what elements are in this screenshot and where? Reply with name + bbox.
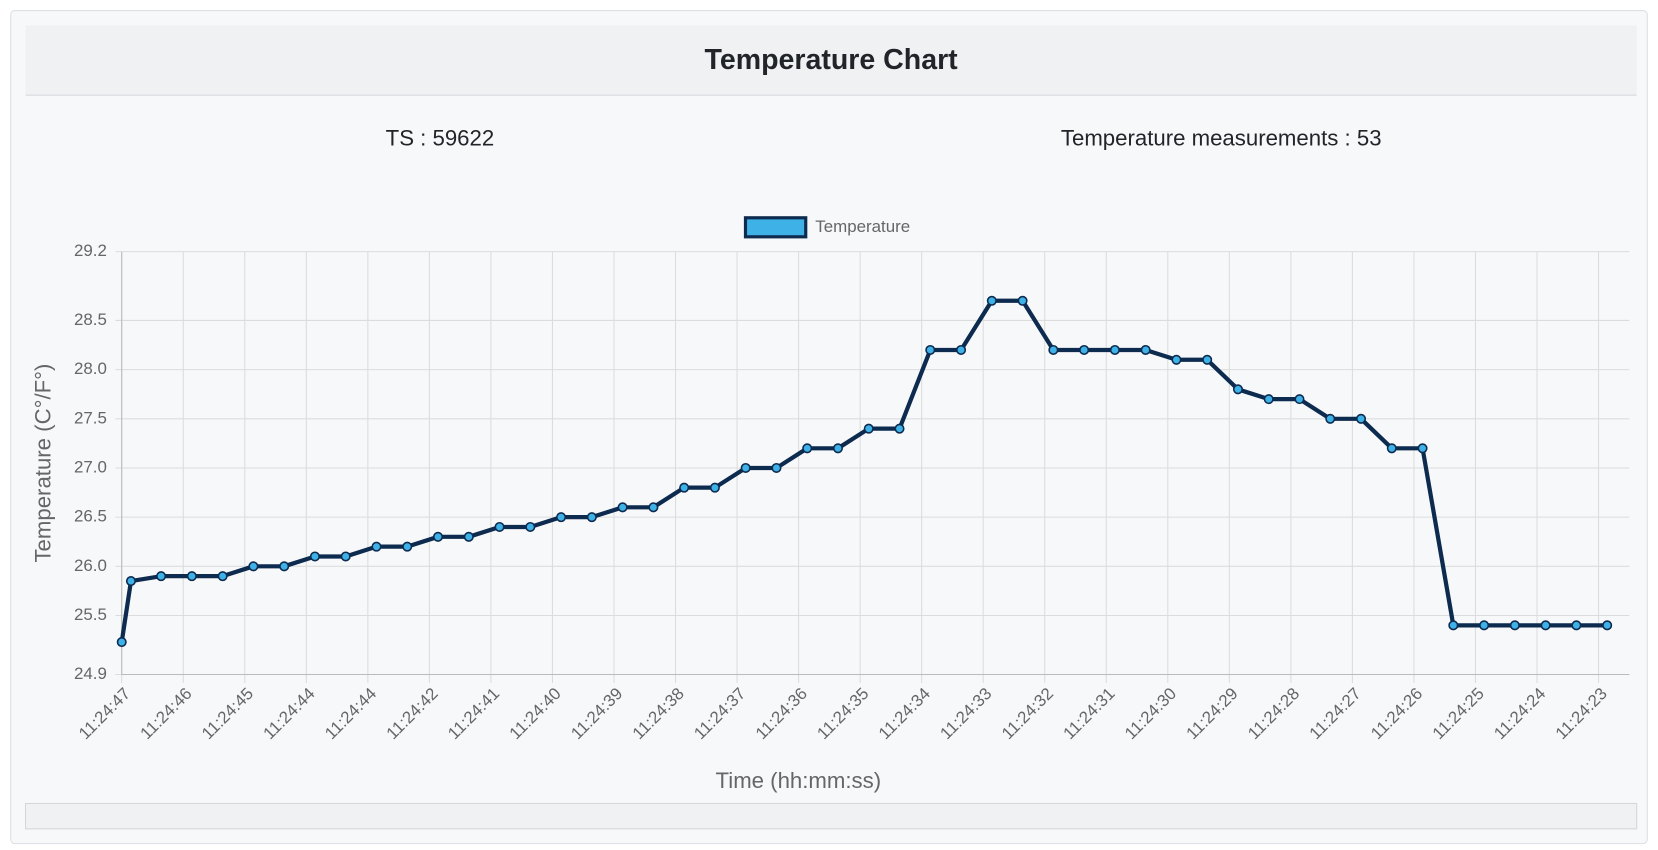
data-point	[1509, 620, 1520, 631]
data-point	[1417, 443, 1428, 454]
data-point	[648, 502, 659, 513]
data-point	[1325, 413, 1336, 424]
data-point	[371, 541, 382, 552]
y-tick-label: 24.9	[74, 664, 107, 683]
data-point	[925, 344, 936, 355]
data-point	[679, 482, 690, 493]
data-point	[186, 571, 197, 582]
data-point	[1263, 394, 1274, 405]
data-point	[494, 521, 505, 533]
data-point	[586, 512, 597, 523]
data-point	[740, 462, 751, 473]
data-point	[894, 423, 905, 434]
y-axis-title: Temperature (C°/F°)	[30, 364, 55, 563]
data-point	[1356, 413, 1367, 424]
data-point	[1109, 344, 1120, 355]
data-point	[279, 561, 290, 572]
data-point	[1232, 384, 1243, 395]
data-point	[1448, 620, 1459, 631]
y-tick-label: 28.5	[74, 310, 107, 329]
data-point	[402, 541, 413, 552]
data-point	[956, 344, 967, 355]
data-point	[309, 551, 320, 562]
data-point	[1171, 354, 1182, 365]
data-point	[1386, 443, 1397, 454]
data-point	[1294, 394, 1305, 405]
data-point	[217, 571, 228, 582]
data-point	[771, 462, 782, 473]
data-point	[1202, 354, 1213, 365]
data-point	[986, 295, 997, 306]
data-point	[1140, 344, 1151, 355]
y-tick-label: 29.2	[74, 241, 107, 260]
data-point	[340, 551, 351, 562]
data-point	[525, 521, 536, 533]
data-point	[156, 571, 167, 582]
data-point	[802, 443, 813, 454]
data-point	[1571, 620, 1582, 631]
y-tick-label: 26.5	[74, 507, 107, 526]
y-tick-label: 25.5	[74, 605, 107, 624]
card-header	[25, 25, 1637, 96]
data-point	[709, 482, 720, 493]
y-tick-label: 26.0	[74, 556, 107, 575]
data-point	[125, 576, 136, 587]
card-title: Temperature Chart	[705, 44, 959, 76]
data-point	[1479, 620, 1490, 631]
data-point	[863, 423, 874, 434]
data-point	[248, 561, 259, 572]
temperature-line	[119, 298, 1608, 643]
data-point	[1017, 295, 1028, 306]
data-point	[1079, 344, 1090, 355]
y-tick-label: 27.5	[74, 408, 107, 427]
data-point	[463, 531, 474, 542]
count-info: Temperature measurements : 53	[1061, 125, 1382, 150]
legend-swatch	[743, 216, 808, 239]
data-point	[832, 443, 844, 454]
legend-label: Temperature	[815, 217, 910, 236]
x-axis-title: Time (hh:mm:ss)	[716, 768, 882, 793]
card-footer	[24, 802, 1638, 830]
data-point	[116, 637, 127, 648]
ts-info: TS : 59622	[386, 125, 495, 150]
data-point	[556, 512, 567, 523]
data-point	[1602, 620, 1613, 631]
data-point	[1540, 620, 1551, 631]
card	[10, 10, 1648, 845]
data-point	[617, 502, 628, 513]
y-tick-label: 27.0	[74, 457, 107, 476]
y-tick-label: 28.0	[74, 359, 107, 378]
data-point	[432, 531, 444, 542]
data-point	[1048, 344, 1059, 355]
